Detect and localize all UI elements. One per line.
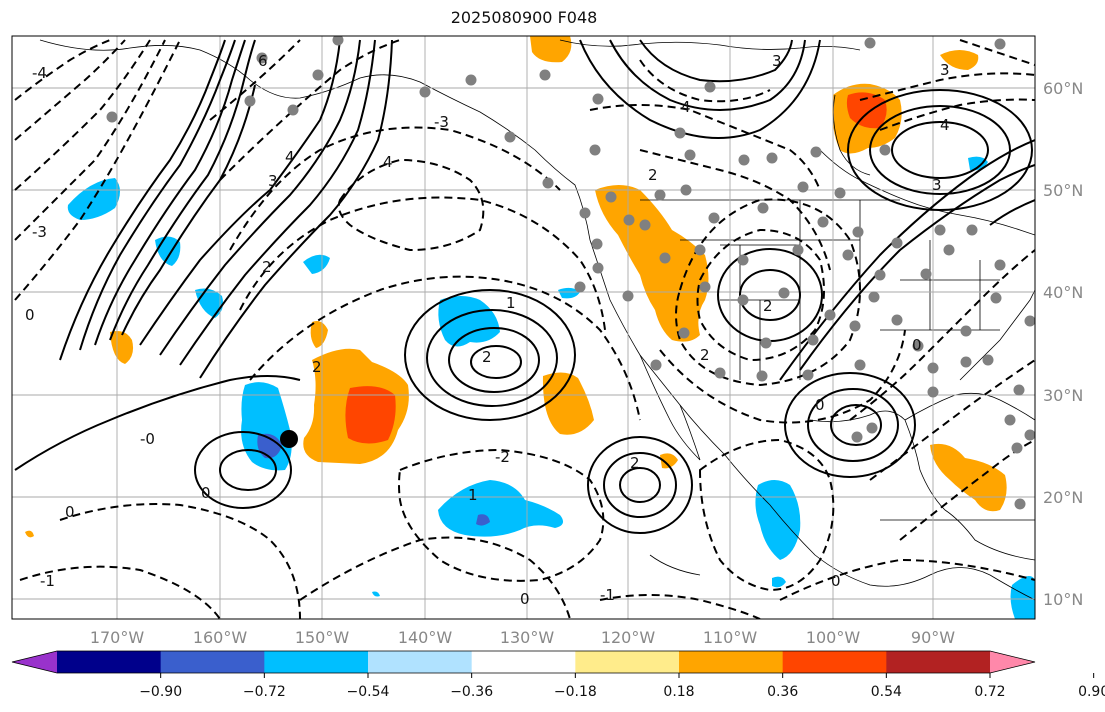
svg-text:2: 2 [482, 348, 492, 366]
svg-text:3: 3 [940, 61, 950, 79]
svg-text:100°W: 100°W [806, 628, 861, 647]
colorbar-tick-label: −0.72 [243, 684, 286, 700]
colorbar-tick-label: 0.90 [1078, 684, 1105, 700]
svg-text:0: 0 [201, 484, 211, 502]
svg-text:1: 1 [506, 294, 516, 312]
svg-text:0: 0 [25, 306, 35, 324]
svg-text:3: 3 [772, 52, 782, 70]
svg-text:3: 3 [932, 176, 942, 194]
colorbar-tick-label: −0.36 [450, 684, 493, 700]
svg-text:0: 0 [815, 396, 825, 414]
colorbar-segment [471, 651, 576, 673]
contour-value-labels: 6 4 3 2 0 -0 -1 -2 -3 -4 1 2 3 4 0 0 0 0… [25, 52, 950, 608]
colorbar-segment [160, 651, 265, 673]
colorbar-tick-label: −0.54 [347, 684, 390, 700]
svg-text:2: 2 [648, 166, 658, 184]
svg-text:150°W: 150°W [295, 628, 350, 647]
svg-text:160°W: 160°W [193, 628, 248, 647]
svg-text:2: 2 [312, 358, 322, 376]
colorbar-segment [264, 651, 369, 673]
svg-text:2: 2 [763, 297, 773, 315]
colorbar-extend-high [990, 651, 1035, 673]
location-marker [280, 430, 298, 448]
colorbar-segment [575, 651, 680, 673]
svg-text:-3: -3 [434, 113, 449, 131]
svg-text:0: 0 [65, 503, 75, 521]
svg-text:2: 2 [262, 258, 272, 276]
coastlines [39, 39, 1035, 601]
colorbar-segment [57, 651, 162, 673]
negative-shading [67, 156, 1035, 619]
longitude-labels: 170°W 160°W 150°W 140°W 130°W 120°W 110°… [90, 628, 955, 647]
svg-text:130°W: 130°W [500, 628, 555, 647]
svg-text:-1: -1 [40, 572, 55, 590]
colorbar-segment [679, 651, 784, 673]
plot-frame [11, 35, 1036, 620]
svg-text:170°W: 170°W [90, 628, 145, 647]
svg-text:2: 2 [630, 454, 640, 472]
colorbar-tick-label: −0.18 [554, 684, 597, 700]
positive-shading [25, 36, 1007, 538]
svg-text:50°N: 50°N [1043, 181, 1083, 200]
colorbar-segment [886, 651, 991, 673]
svg-text:4: 4 [285, 148, 295, 166]
svg-text:1: 1 [468, 486, 478, 504]
svg-text:90°W: 90°W [911, 628, 955, 647]
svg-text:120°W: 120°W [601, 628, 656, 647]
colorbar-segment [368, 651, 473, 673]
svg-text:40°N: 40°N [1043, 283, 1083, 302]
svg-text:-3: -3 [32, 223, 47, 241]
svg-text:30°N: 30°N [1043, 386, 1083, 405]
colorbar-segment [782, 651, 887, 673]
svg-text:110°W: 110°W [703, 628, 758, 647]
latitude-labels: 60°N 50°N 40°N 30°N 20°N 10°N [1043, 79, 1083, 609]
svg-text:3: 3 [268, 172, 278, 190]
colorbar-tick-label: 0.54 [871, 684, 902, 700]
svg-text:-0: -0 [140, 430, 155, 448]
svg-text:0: 0 [912, 336, 922, 354]
svg-text:6: 6 [258, 52, 268, 70]
map-title: 2025080900 F048 [450, 8, 598, 27]
negative-contours [14, 39, 1035, 619]
svg-text:4: 4 [940, 116, 950, 134]
svg-text:10°N: 10°N [1043, 590, 1083, 609]
colorbar-tick-label: 0.72 [974, 684, 1005, 700]
positive-contours [14, 39, 1035, 534]
svg-text:2: 2 [700, 346, 710, 364]
svg-text:60°N: 60°N [1043, 79, 1083, 98]
colorbar-extend-low [12, 651, 57, 673]
colorbar-tick-label: −0.90 [139, 684, 182, 700]
colorbar-outline [11, 650, 1036, 674]
colorbar: −0.90 −0.72 −0.54 −0.36 −0.18 0.18 0.36 0.54 0.7… [11, 650, 1105, 700]
svg-text:0: 0 [520, 590, 530, 608]
svg-text:4: 4 [681, 98, 691, 116]
svg-text:20°N: 20°N [1043, 488, 1083, 507]
colorbar-tick-label: 0.18 [663, 684, 694, 700]
svg-text:0: 0 [831, 572, 841, 590]
svg-text:-4: -4 [32, 64, 47, 82]
svg-text:-2: -2 [495, 448, 510, 466]
svg-text:140°W: 140°W [398, 628, 453, 647]
svg-text:4: 4 [383, 153, 393, 171]
svg-text:-1: -1 [600, 586, 615, 604]
station-dots [106, 36, 1035, 510]
colorbar-tick-label: 0.36 [767, 684, 798, 700]
